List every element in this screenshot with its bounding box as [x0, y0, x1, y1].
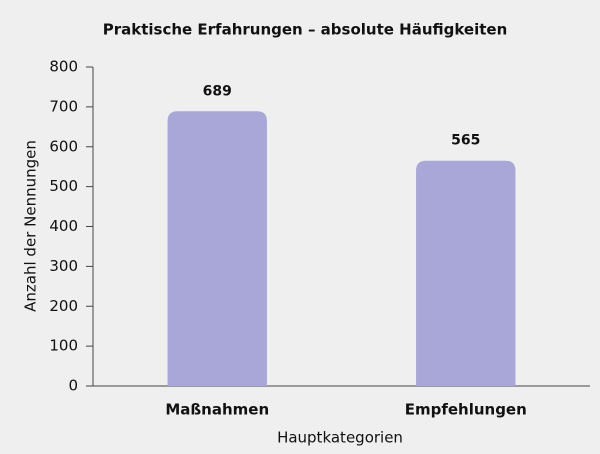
y-tick-label: 800: [49, 58, 78, 76]
x-tick-label: Maßnahmen: [165, 401, 269, 419]
bar: [416, 160, 516, 386]
y-tick-label: 700: [49, 97, 78, 115]
x-tick-label: Empfehlungen: [405, 401, 527, 419]
x-axis-label: Hauptkategorien: [277, 429, 403, 447]
y-tick-label: 500: [49, 177, 78, 195]
data-label: 565: [451, 133, 480, 149]
y-axis-label: Anzahl der Nennungen: [22, 140, 40, 312]
y-tick-label: 400: [49, 217, 78, 235]
bar: [167, 111, 267, 386]
y-tick-label: 300: [49, 257, 78, 275]
y-tick-label: 0: [68, 377, 78, 395]
data-label: 689: [203, 83, 232, 99]
y-tick-label: 600: [49, 137, 78, 155]
y-tick-label: 100: [49, 337, 78, 355]
chart-title: Praktische Erfahrungen – absolute Häufig…: [103, 21, 508, 39]
y-tick-label: 200: [49, 297, 78, 315]
